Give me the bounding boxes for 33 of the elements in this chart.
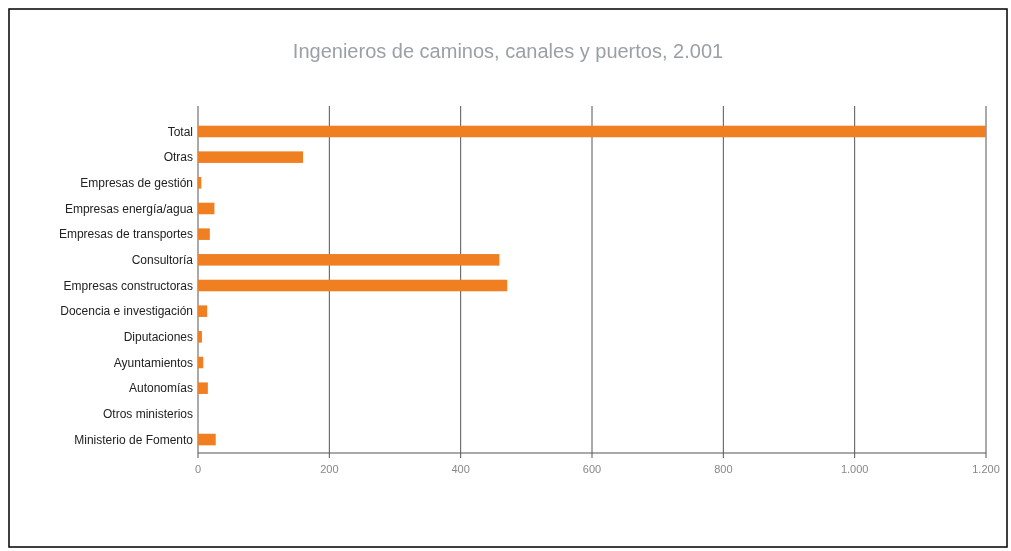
y-tick-label: Empresas energía/agua	[64, 201, 194, 216]
y-tick-label: Ministerio de Fomento	[74, 432, 194, 447]
bar	[198, 305, 208, 317]
x-tick-label: 200	[320, 463, 339, 475]
x-tick-label: 1.200	[972, 463, 1000, 475]
bar	[198, 356, 204, 369]
x-tick-label: 1.000	[840, 463, 869, 475]
bar	[198, 279, 508, 292]
y-tick-label: Otros ministerios	[102, 407, 193, 422]
bar	[198, 125, 986, 138]
y-tick-label: Total	[167, 124, 193, 139]
bar	[198, 254, 500, 266]
x-tick-label: 400	[451, 463, 470, 475]
bar	[198, 331, 202, 343]
bar	[198, 433, 216, 446]
y-tick-label: Ayuntamientos	[113, 355, 193, 370]
x-tick-label: 0	[194, 463, 202, 475]
y-tick-label: Empresas de transportes	[58, 227, 193, 242]
y-tick-label: Otras	[163, 150, 193, 165]
y-tick-label: Empresas constructoras	[63, 278, 193, 293]
bar	[198, 202, 215, 215]
bar	[198, 382, 208, 394]
y-tick-label: Diputaciones	[123, 330, 193, 345]
y-tick-label: Consultoría	[131, 253, 194, 268]
bar	[198, 151, 304, 163]
bar	[198, 228, 210, 240]
bar	[198, 177, 202, 189]
x-tick-label: 600	[582, 463, 602, 475]
y-tick-label: Docencia e investigación	[60, 304, 193, 319]
y-tick-label: Empresas de gestión	[80, 176, 193, 191]
x-tick-label: 800	[714, 463, 733, 475]
y-tick-label: Autonomías	[128, 381, 193, 396]
chart-title: Ingenieros de caminos, canales y puertos, 2.001	[292, 40, 724, 62]
